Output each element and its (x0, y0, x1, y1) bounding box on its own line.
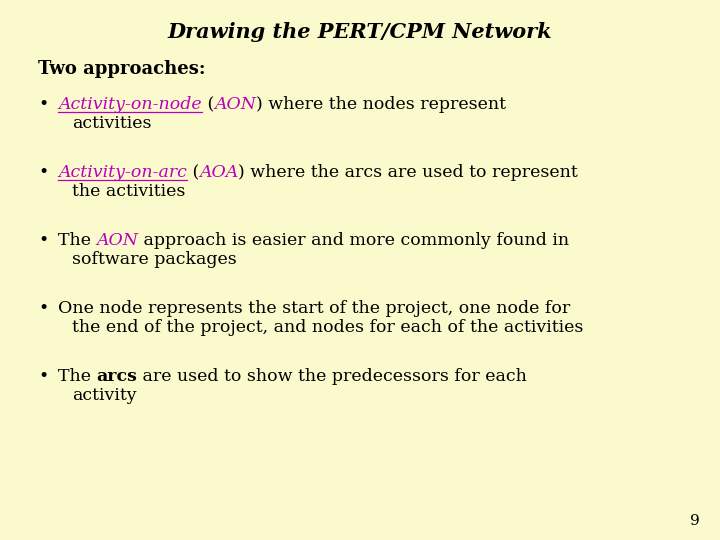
Text: Activity-on-node: Activity-on-node (58, 96, 202, 113)
Text: •: • (38, 300, 48, 317)
Text: arcs: arcs (96, 368, 138, 385)
Text: AOA: AOA (199, 164, 238, 181)
Text: •: • (38, 232, 48, 249)
Text: activities: activities (72, 116, 151, 132)
Text: software packages: software packages (72, 252, 237, 268)
Text: 9: 9 (690, 514, 700, 528)
Text: AON: AON (214, 96, 256, 113)
Text: •: • (38, 96, 48, 113)
Text: (: ( (202, 96, 214, 113)
Text: AON: AON (96, 232, 138, 249)
Text: activity: activity (72, 387, 137, 404)
Text: the end of the project, and nodes for each of the activities: the end of the project, and nodes for ea… (72, 319, 583, 336)
Text: Two approaches:: Two approaches: (38, 60, 205, 78)
Text: (: ( (187, 164, 199, 181)
Text: •: • (38, 164, 48, 181)
Text: The: The (58, 368, 96, 385)
Text: are used to show the predecessors for each: are used to show the predecessors for ea… (138, 368, 527, 385)
Text: ) where the arcs are used to represent: ) where the arcs are used to represent (238, 164, 578, 181)
Text: the activities: the activities (72, 184, 185, 200)
Text: The: The (58, 232, 96, 249)
Text: approach is easier and more commonly found in: approach is easier and more commonly fou… (138, 232, 570, 249)
Text: One node represents the start of the project, one node for: One node represents the start of the pro… (58, 300, 570, 317)
Text: Activity-on-arc: Activity-on-arc (58, 164, 187, 181)
Text: •: • (38, 368, 48, 385)
Text: ) where the nodes represent: ) where the nodes represent (256, 96, 506, 113)
Text: Drawing the PERT/CPM Network: Drawing the PERT/CPM Network (168, 22, 552, 42)
